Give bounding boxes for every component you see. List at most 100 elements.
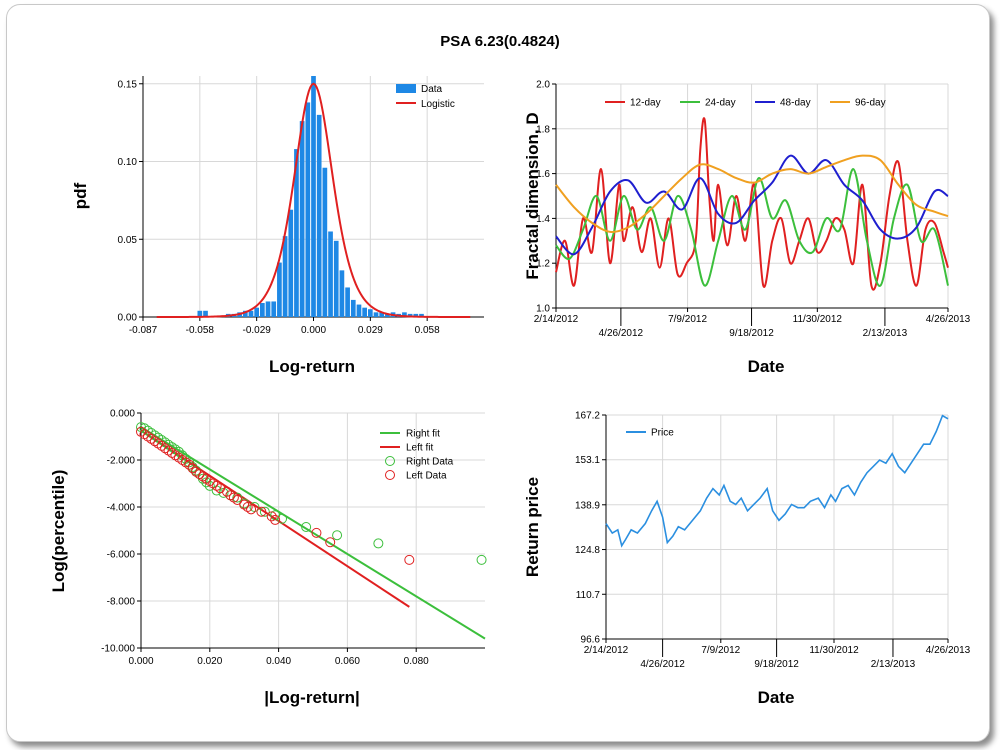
- tail-left-data-point-11: [173, 452, 184, 463]
- pdf-bar-21: [333, 240, 339, 317]
- fractal-line-96-day: [555, 154, 949, 233]
- tail-right-data-point-27: [259, 506, 270, 517]
- tail-legend-left-data-label: Left Data: [406, 471, 447, 482]
- price-xtick-label-bottom-1: 9/18/2012: [754, 659, 799, 670]
- tail-left-data-point-4: [149, 436, 160, 447]
- fractal-ytick-label-2: 1.4: [536, 214, 550, 225]
- tail-left-data-point-36: [404, 554, 415, 565]
- pdf-legend-logistic-label: Logistic: [421, 99, 455, 110]
- tail-left-data-point-16: [191, 466, 202, 477]
- pdf-bar-36: [419, 313, 424, 317]
- tail-left-data-point-7: [160, 443, 171, 454]
- tail-xtick-label-3: 0.060: [335, 656, 360, 667]
- tail-left-data-point-6: [156, 440, 167, 451]
- tail-legend-right-data-swatch: [385, 456, 395, 466]
- pdf-ytick-label-0: 0.00: [118, 313, 138, 324]
- pdf-bar-23: [345, 287, 350, 317]
- fractal-ytick-label-4: 1.8: [536, 124, 550, 135]
- tail-right-data-point-29: [277, 513, 288, 524]
- pdf-xtick-label-5: 0.058: [415, 325, 440, 336]
- price-ytick-label-0: 96.6: [581, 635, 601, 646]
- pdf-bar-12: [282, 236, 288, 317]
- tail-left-data-point-18: [197, 471, 208, 482]
- tail-left-data-point-19: [201, 473, 212, 484]
- pdf-logistic-curve: [156, 82, 471, 318]
- fractal-xtick-label-top-1: 7/9/2012: [668, 314, 707, 325]
- pdf-bar-14: [294, 149, 299, 317]
- tail-right-data-point-6: [156, 435, 167, 446]
- price-grid: [605, 414, 949, 640]
- pdf-bar-35: [413, 313, 419, 317]
- tail-left-data-point-26: [228, 492, 239, 503]
- price-xtick-label-top-2: 11/30/2012: [809, 645, 859, 656]
- pdf-bar-8: [260, 303, 265, 317]
- pdf-bar-11: [277, 262, 282, 317]
- pdf-ytick-label-1: 0.05: [118, 235, 138, 246]
- tail-left-data-point-21: [208, 478, 219, 489]
- pdf-bar-27: [367, 309, 373, 317]
- tail-right-data-point-24: [232, 492, 243, 503]
- fractal-ytick-label-5: 2.0: [536, 80, 550, 91]
- tail-right-data-point-1: [139, 423, 150, 434]
- tail-left-data-point-2: [142, 431, 153, 442]
- pdf-bar-0: [197, 310, 203, 317]
- tail-xtick-label-0: 0.000: [128, 656, 153, 667]
- fractal-legend-label-24-day: 24-day: [705, 98, 736, 109]
- pdf-legend-data-label: Data: [421, 84, 443, 95]
- pdf-bar-24: [350, 299, 356, 317]
- price-ytick-label-1: 110.7: [576, 590, 601, 601]
- pdf-y-label: pdf: [71, 182, 90, 209]
- pdf-bar-25: [356, 304, 362, 317]
- tail-ytick-label-4: -8.000: [107, 597, 136, 608]
- tail-left-data-point-9: [166, 447, 177, 458]
- pdf-xtick-label-0: -0.087: [129, 325, 158, 336]
- price-ytick-label-5: 167.2: [575, 411, 600, 422]
- tail-left-data-point-27: [232, 494, 243, 505]
- pdf-bar-22: [339, 270, 345, 317]
- fractal-xtick-label-top-3: 4/26/2013: [926, 314, 971, 325]
- pdf-bar-6: [248, 310, 254, 317]
- fractal-ytick-label-3: 1.6: [536, 169, 550, 180]
- tail-legend-right-data-label: Right Data: [406, 457, 454, 468]
- tail-right-data-point-7: [160, 437, 171, 448]
- pdf-xtick-label-4: 0.029: [358, 325, 383, 336]
- fractal-xtick-label-bottom-0: 4/26/2012: [599, 328, 644, 339]
- fractal-y-label: Fractal dimension, D: [523, 112, 542, 279]
- price-xtick-label-top-3: 4/26/2013: [926, 645, 971, 656]
- fractal-line-48-day: [555, 154, 949, 256]
- tail-legend-left-fit-label: Left fit: [406, 443, 433, 454]
- tail-x-label: |Log-return|: [264, 688, 359, 707]
- tail-left-data-point-25: [225, 490, 236, 501]
- tail-left-data-point-1: [139, 429, 150, 440]
- fractal-legend-label-12-day: 12-day: [630, 98, 661, 109]
- tail-left-data-point-8: [163, 445, 174, 456]
- pdf-x-label: Log-return: [269, 357, 355, 376]
- pdf-ytick-label-3: 0.15: [118, 79, 138, 90]
- fractal-legend-label-96-day: 96-day: [855, 98, 886, 109]
- tail-right-data-point-5: [153, 432, 164, 443]
- tail-ytick-label-3: -6.000: [107, 550, 136, 561]
- tail-right-data-point-32: [373, 538, 384, 549]
- tail-left-data-point-13: [180, 457, 191, 468]
- tail-right-data-point-4: [149, 430, 160, 441]
- tail-legend-right-fit-label: Right fit: [406, 429, 440, 440]
- fractal-line-24-day: [555, 168, 949, 287]
- tail-right-data-point-2: [142, 425, 153, 436]
- price-ytick-label-2: 124.8: [575, 545, 600, 556]
- chart-frame: [6, 4, 990, 742]
- tail-y-label: Log(percentile): [49, 470, 68, 593]
- tail-left-fit: [140, 429, 410, 608]
- price-line: [605, 414, 949, 548]
- pdf-bar-16: [305, 102, 311, 318]
- main-title: PSA 6.23(0.4824): [440, 33, 560, 50]
- tail-left-data-point-3: [146, 433, 157, 444]
- tail-right-data-point-33: [476, 554, 487, 565]
- tail-ytick-label-5: -10.000: [101, 644, 135, 655]
- tail-left-data-point-33: [270, 514, 281, 525]
- price-ytick-label-4: 153.1: [575, 455, 600, 466]
- price-x-label: Date: [758, 688, 795, 707]
- pdf-bar-19: [322, 167, 328, 317]
- tail-right-data-point-8: [163, 439, 174, 450]
- pdf-ytick-label-2: 0.10: [118, 157, 138, 168]
- tail-right-data-point-30: [301, 521, 312, 532]
